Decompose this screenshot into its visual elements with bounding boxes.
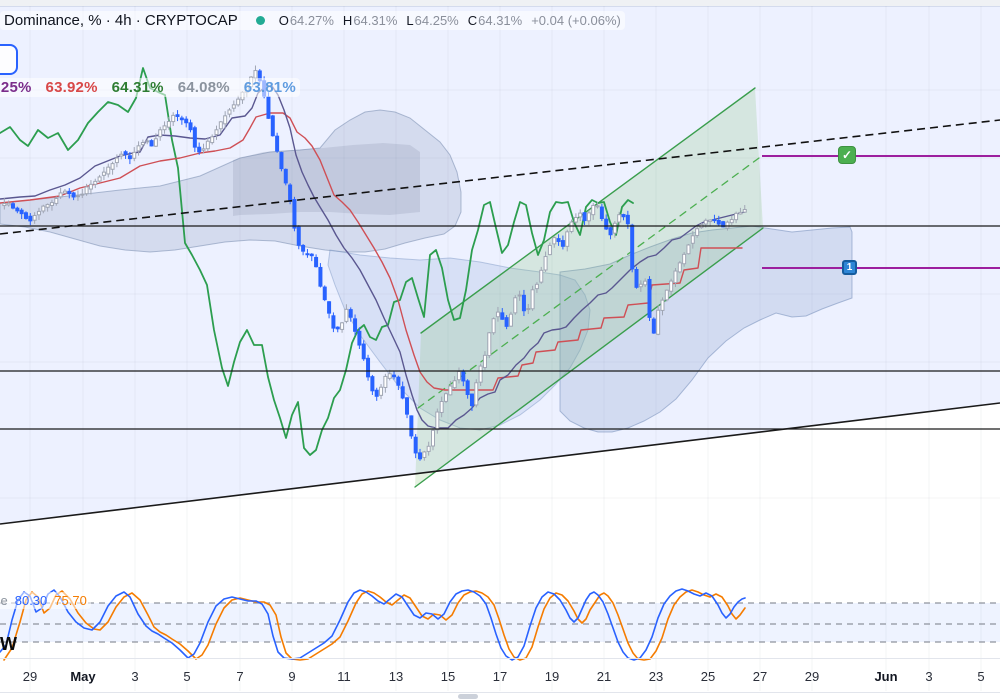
ohlc-item: H64.31% — [342, 13, 398, 28]
position-1-badge[interactable]: 1 — [842, 260, 857, 275]
stoch-label: se — [0, 593, 8, 608]
x-axis-label: May — [70, 669, 96, 684]
ichimoku-legend-values[interactable]: 4.25% 63.92% 64.31% 64.08% 63.81% — [0, 78, 300, 97]
x-axis-label: 5 — [183, 669, 191, 684]
x-axis-label: 11 — [337, 669, 351, 684]
indicator-value: 64.31% — [111, 79, 164, 96]
candlestick-layer — [2, 65, 747, 461]
stoch-d-value: 75.70 — [54, 593, 87, 608]
check-marker-badge[interactable]: ✓ — [838, 146, 856, 164]
indicator-value: 63.81% — [243, 79, 296, 96]
x-axis-label: 23 — [648, 669, 664, 684]
stochastic-legend[interactable]: se 80.30 75.70 — [0, 592, 91, 609]
time-axis[interactable]: 29 May 3 5 7 9 11 13 15 17 19 21 23 25 27 29 Jun 3 5 — [0, 658, 1000, 693]
x-axis-label: 21 — [596, 669, 612, 684]
x-axis-label: 9 — [288, 669, 296, 684]
x-axis-label: 25 — [700, 669, 716, 684]
change-value: +0.04 (+0.06%) — [531, 13, 621, 28]
x-axis-label: 29 — [804, 669, 820, 684]
indicator-value: 63.92% — [45, 79, 98, 96]
indicator-value: 64.08% — [177, 79, 230, 96]
x-axis-label: 3 — [131, 669, 139, 684]
stochastic-pane — [0, 588, 1000, 661]
x-axis-label: 7 — [236, 669, 244, 684]
x-axis-label: 27 — [752, 669, 768, 684]
trendline-drawings-layer[interactable] — [0, 119, 1000, 525]
x-axis-label: Jun — [874, 669, 898, 684]
top-strip — [0, 0, 1000, 7]
ohlc-item: L64.25% — [406, 13, 459, 28]
symbol-legend[interactable]: Dominance, % · 4h · CRYPTOCAP O64.27% H64… — [0, 11, 625, 30]
ohlc-values: O64.27% H64.31% L64.25% C64.31% +0.04 (+0.06… — [279, 13, 621, 28]
indicator-value: 4.25% — [0, 79, 32, 96]
trend-channel-drawing[interactable] — [414, 87, 764, 488]
x-axis-label: 29 — [22, 669, 38, 684]
x-axis-label: 15 — [440, 669, 456, 684]
ichimoku-cloud-layer — [0, 109, 853, 433]
ohlc-item: O64.27% — [278, 13, 334, 28]
watermark-letter: W — [0, 634, 17, 654]
stoch-k-value: 80.30 — [14, 593, 48, 608]
x-axis-label: 19 — [544, 669, 560, 684]
symbol-title[interactable]: Dominance, % · 4h · CRYPTOCAP — [4, 12, 238, 29]
pane-resize-handle[interactable] — [458, 694, 478, 699]
x-axis-label: 17 — [492, 669, 508, 684]
x-axis-label: 13 — [388, 669, 404, 684]
x-axis-label: 5 — [977, 669, 985, 684]
grid-layer — [0, 6, 1000, 691]
x-axis-label: 3 — [925, 669, 933, 684]
drawing-toolbar-chip[interactable] — [0, 44, 18, 75]
series-status-dot — [255, 16, 265, 25]
ohlc-item: C64.31% — [467, 13, 523, 28]
background-fill-layer — [0, 6, 1000, 524]
